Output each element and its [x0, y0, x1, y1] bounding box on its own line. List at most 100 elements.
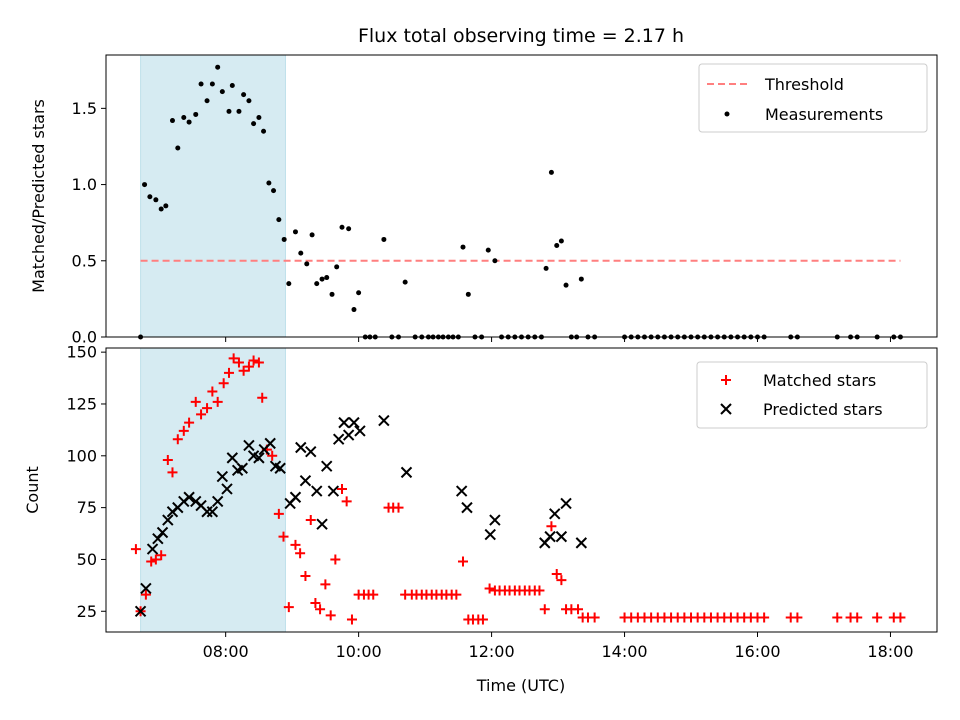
matched-star-point — [759, 612, 770, 623]
measurement-point — [256, 114, 262, 120]
predicted-star-point — [221, 483, 233, 495]
measurement-point — [193, 111, 199, 117]
measurement-point — [276, 217, 282, 223]
matched-star-point — [330, 554, 341, 565]
matched-star-point — [477, 614, 488, 625]
legend-measurements-swatch — [724, 111, 730, 117]
predicted-star-point — [162, 514, 174, 526]
measurement-point — [181, 114, 187, 120]
y-tick-label: 125 — [66, 394, 97, 413]
predicted-star-point — [555, 530, 568, 543]
matched-star-point — [218, 378, 229, 389]
matched-star-point — [305, 515, 316, 526]
matched-star-point — [895, 612, 906, 623]
y-tick-label: 75 — [77, 498, 97, 517]
predicted-star-point — [327, 485, 340, 497]
predicted-star-point — [342, 429, 355, 441]
legend-predicted-swatch — [720, 403, 732, 415]
measurement-point — [485, 247, 491, 253]
counts-x-ticks: 08:00 10:00 12:00 14:00 16:00 18:00 — [203, 632, 914, 661]
matched-star-point — [273, 508, 284, 519]
measurement-point — [261, 128, 267, 134]
measurement-point — [351, 307, 357, 313]
predicted-star-point — [305, 445, 317, 458]
measurement-point — [548, 169, 554, 175]
predicted-star-point — [378, 414, 390, 427]
x-tick-label: 16:00 — [734, 642, 780, 661]
counts-plot-frame — [105, 347, 938, 633]
measurement-point — [158, 206, 164, 212]
predicted-star-point — [400, 466, 413, 479]
predicted-star-point — [455, 485, 468, 497]
y-tick-label: 150 — [66, 343, 97, 362]
legend-predicted-label: Predicted stars — [763, 400, 883, 419]
predicted-star-point — [140, 582, 152, 595]
matched-star-point — [534, 585, 545, 596]
measurement-point — [460, 244, 466, 250]
matched-star-point — [156, 550, 167, 561]
predicted-star-point — [243, 439, 255, 452]
predicted-star-point — [206, 506, 219, 518]
measurement-point — [142, 182, 148, 188]
matched-star-point — [346, 614, 357, 625]
predicted-star-point — [338, 416, 350, 429]
matched-star-point — [257, 392, 268, 403]
measurement-point — [465, 291, 471, 297]
measurement-point — [163, 203, 169, 209]
measurement-point — [314, 281, 320, 287]
measurement-point — [304, 261, 310, 267]
measurement-point — [402, 279, 408, 285]
predicted-star-point — [274, 462, 286, 474]
measurement-point — [266, 180, 272, 186]
measurement-point — [219, 89, 225, 95]
predicted-star-point — [316, 518, 328, 530]
ratio-x-ticks — [225, 337, 891, 342]
measurement-point — [147, 194, 153, 200]
observing-window-shade — [140, 54, 286, 338]
matched-star-point — [162, 454, 173, 465]
matched-star-point — [320, 579, 331, 590]
measurement-point — [175, 145, 181, 151]
predicted-star-point — [156, 526, 169, 539]
matched-star-point — [146, 556, 157, 567]
matched-star-point — [207, 386, 218, 397]
matched-star-point — [325, 610, 336, 621]
y-tick-label: 50 — [77, 550, 97, 569]
matched-star-point — [589, 612, 600, 623]
matched-star-points — [130, 353, 906, 625]
y-tick-label: 1.0 — [72, 175, 97, 194]
x-tick-label: 10:00 — [336, 642, 382, 661]
measurement-point — [319, 276, 325, 282]
measurement-point — [226, 108, 232, 114]
predicted-star-points — [134, 414, 588, 617]
measurement-point — [169, 118, 175, 124]
measurement-point — [241, 92, 247, 98]
matched-star-point — [393, 502, 404, 513]
matched-star-point — [196, 409, 207, 420]
matched-star-point — [202, 403, 213, 414]
predicted-star-point — [226, 452, 239, 464]
matched-star-point — [556, 575, 567, 586]
legend-matched-swatch — [721, 375, 731, 385]
predicted-star-point — [332, 433, 345, 445]
matched-star-point — [190, 396, 201, 407]
matched-star-point — [573, 604, 584, 615]
matched-star-point — [451, 589, 462, 600]
ratio-plot-frame — [105, 54, 938, 338]
measurement-point — [246, 98, 252, 104]
matched-star-point — [852, 612, 863, 623]
matched-star-point — [539, 604, 550, 615]
matched-star-point — [278, 531, 289, 542]
matched-star-point — [172, 434, 183, 445]
measurement-point — [271, 188, 277, 194]
matched-star-point — [178, 425, 189, 436]
counts-legend: Matched stars Predicted stars — [696, 361, 928, 429]
matched-star-point — [546, 521, 557, 532]
predicted-star-point — [216, 470, 229, 483]
measurement-point — [153, 197, 159, 203]
predicted-star-point — [289, 491, 302, 503]
matched-star-point — [457, 556, 468, 567]
matched-star-point — [184, 417, 195, 428]
matched-star-point — [792, 612, 803, 623]
